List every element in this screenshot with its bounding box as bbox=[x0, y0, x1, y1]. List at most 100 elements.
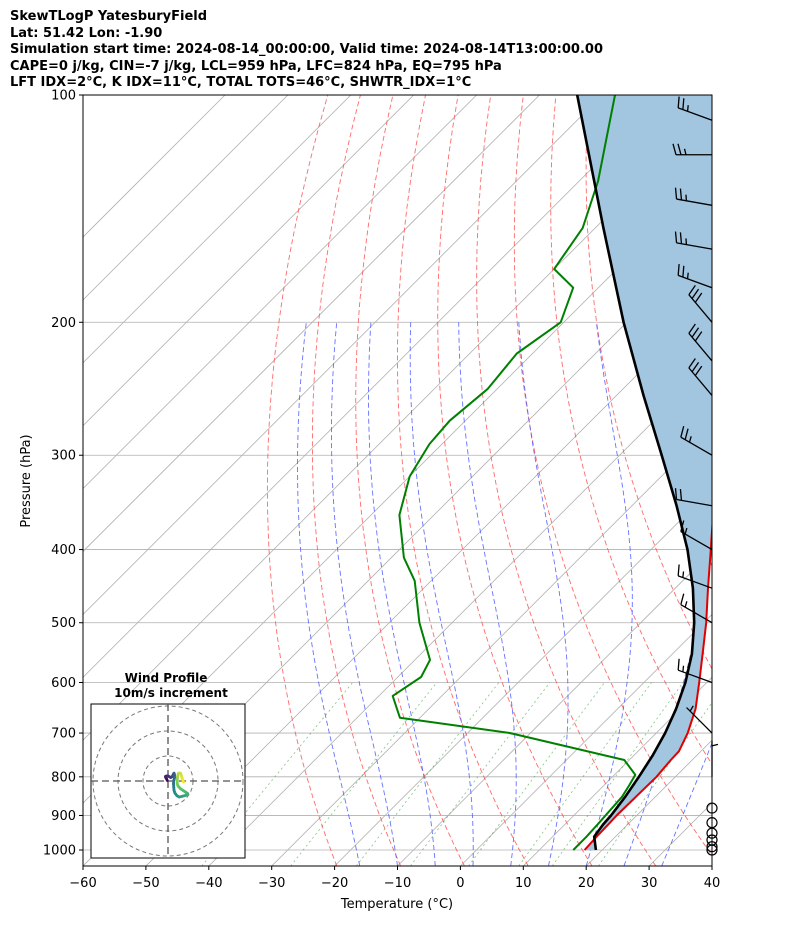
isotherm-line bbox=[271, 425, 712, 866]
wind-barb-full bbox=[691, 327, 700, 338]
y-tick-label: 300 bbox=[51, 449, 76, 464]
x-tick-label: −10 bbox=[384, 876, 411, 891]
wind-barb-full bbox=[677, 143, 682, 155]
isotherm-line bbox=[83, 95, 289, 301]
wind-barb-half bbox=[682, 665, 685, 672]
wind-barb-full bbox=[674, 187, 678, 200]
wind-barb-staff bbox=[676, 242, 713, 250]
wind-barb-staff bbox=[688, 367, 713, 396]
dry-adiabat-line bbox=[585, 95, 712, 670]
dry-adiabat-line bbox=[513, 95, 712, 857]
wind-barbs bbox=[672, 96, 719, 856]
wind-barb-full bbox=[672, 143, 677, 155]
location-line: Lat: 51.42 Lon: -1.90 bbox=[10, 25, 163, 41]
wind-barb-half bbox=[683, 148, 687, 155]
cape-fill-layer bbox=[577, 95, 712, 850]
wind-barb-half bbox=[682, 571, 685, 578]
hodograph-trace-segment bbox=[181, 779, 185, 784]
wind-barb-full bbox=[677, 264, 680, 276]
x-tick-label: 30 bbox=[641, 876, 658, 891]
wind-barb-full bbox=[679, 188, 683, 201]
dry-adiabat-line bbox=[751, 95, 794, 866]
wind-barb-half bbox=[711, 743, 719, 747]
x-tick-label: 40 bbox=[704, 876, 721, 891]
y-tick-label: 900 bbox=[51, 809, 76, 824]
profile-lines bbox=[391, 95, 712, 851]
mixing-ratio-line bbox=[290, 682, 438, 866]
stability-indices-line: LFT IDX=2°C, K IDX=11°C, TOTAL TOTS=46°C… bbox=[10, 75, 472, 90]
wind-barb-full bbox=[682, 265, 685, 278]
x-tick-label: −30 bbox=[258, 876, 285, 891]
wind-barb-full bbox=[677, 658, 680, 671]
isotherm-line bbox=[83, 95, 540, 553]
wind-barb-half bbox=[686, 105, 689, 112]
axes: −60 −50 −40 −30 −20 −10 0 10 20 30 40 1000 900 800 700… bbox=[43, 89, 720, 892]
isotherm-line bbox=[460, 613, 712, 866]
wind-barb-full bbox=[691, 288, 700, 299]
wind-barb-staff bbox=[688, 332, 713, 362]
moist-adiabat-line bbox=[409, 322, 474, 866]
wind-barb-full bbox=[679, 488, 683, 501]
wind-barb-full bbox=[688, 358, 696, 369]
moist-adiabat-line bbox=[585, 322, 633, 866]
wind-barb-half bbox=[688, 436, 692, 443]
moist-adiabat-line bbox=[368, 322, 436, 866]
x-tick-label: 20 bbox=[578, 876, 595, 891]
wind-barb-full bbox=[680, 426, 685, 438]
moist-adiabat-line bbox=[661, 741, 712, 866]
dry-adiabat-line bbox=[437, 95, 593, 866]
dry-adiabat-line bbox=[719, 95, 794, 866]
isotherm-line bbox=[83, 95, 666, 678]
wind-barb-staff bbox=[686, 707, 713, 734]
hodograph-title: Wind Profile bbox=[125, 671, 208, 685]
parcel-line bbox=[575, 95, 696, 851]
hodograph-subtitle: 10m/s increment bbox=[114, 686, 228, 700]
wind-barb-full bbox=[694, 292, 703, 303]
wind-barb-full bbox=[694, 365, 703, 376]
cape-area bbox=[577, 95, 712, 850]
isotherm-line bbox=[523, 676, 712, 866]
x-tick-label: −60 bbox=[69, 876, 96, 891]
dry-adiabat-line bbox=[476, 95, 657, 866]
time-line: Simulation start time: 2024-08-14_00:00:… bbox=[10, 42, 603, 57]
isotherm-line bbox=[83, 95, 477, 490]
wind-barb-full bbox=[688, 284, 696, 296]
wind-barb-staff bbox=[680, 604, 713, 624]
moist-adiabat-line bbox=[518, 322, 569, 866]
wind-barb-staff bbox=[680, 436, 713, 456]
dewpoint-line bbox=[391, 95, 637, 851]
chart-header: SkewTLogP YatesburyField Lat: 51.42 Lon:… bbox=[10, 9, 603, 92]
wind-barb-staff bbox=[688, 294, 713, 323]
y-tick-label: 700 bbox=[51, 727, 76, 742]
y-tick-label: 200 bbox=[51, 316, 76, 331]
wind-barb-full bbox=[691, 361, 700, 373]
moist-adiabat-line bbox=[458, 322, 517, 866]
x-tick-label: 0 bbox=[456, 876, 464, 891]
dry-adiabat-line bbox=[784, 95, 794, 866]
mixing-ratio-line bbox=[410, 682, 551, 866]
x-tick-label: −20 bbox=[321, 876, 348, 891]
isotherm-line bbox=[397, 550, 712, 866]
wind-barb-full bbox=[674, 231, 678, 243]
x-tick-label: −50 bbox=[132, 876, 159, 891]
cape-indices-line: CAPE=0 j/kg, CIN=-7 j/kg, LCL=959 hPa, L… bbox=[10, 58, 502, 74]
y-tick-label: 500 bbox=[51, 616, 76, 631]
wind-barb-full bbox=[684, 428, 689, 440]
wind-barb-full bbox=[682, 98, 685, 110]
wind-barb-full bbox=[674, 488, 678, 500]
wind-barb-half bbox=[684, 601, 688, 608]
isotherm-line bbox=[334, 488, 712, 866]
y-axis-label: Pressure (hPa) bbox=[19, 434, 34, 527]
mixing-ratio-line bbox=[551, 682, 684, 866]
dry-adiabat-line bbox=[266, 95, 338, 866]
x-tick-label: −40 bbox=[195, 876, 222, 891]
wind-barb-full bbox=[688, 323, 696, 334]
wind-barb-half bbox=[686, 272, 689, 279]
wind-barb-full bbox=[680, 520, 685, 532]
wind-barb-full bbox=[679, 232, 683, 244]
chart-title: SkewTLogP YatesburyField bbox=[10, 9, 208, 24]
wind-barb-staff bbox=[676, 498, 713, 507]
wind-barb-staff bbox=[677, 274, 713, 289]
wind-barb-staff bbox=[676, 198, 713, 206]
isotherm-line bbox=[145, 299, 712, 866]
